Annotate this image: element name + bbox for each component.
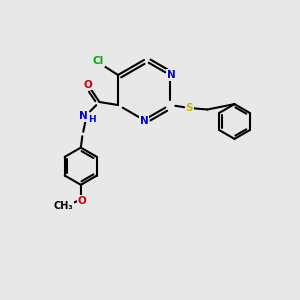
Text: CH₃: CH₃	[54, 201, 74, 211]
Text: Cl: Cl	[93, 56, 104, 66]
Text: N: N	[140, 116, 148, 127]
Text: N: N	[167, 70, 176, 80]
Text: O: O	[84, 80, 93, 90]
Text: S: S	[186, 103, 193, 113]
Text: H: H	[88, 115, 96, 124]
Text: N: N	[79, 111, 88, 121]
Text: O: O	[78, 196, 87, 206]
